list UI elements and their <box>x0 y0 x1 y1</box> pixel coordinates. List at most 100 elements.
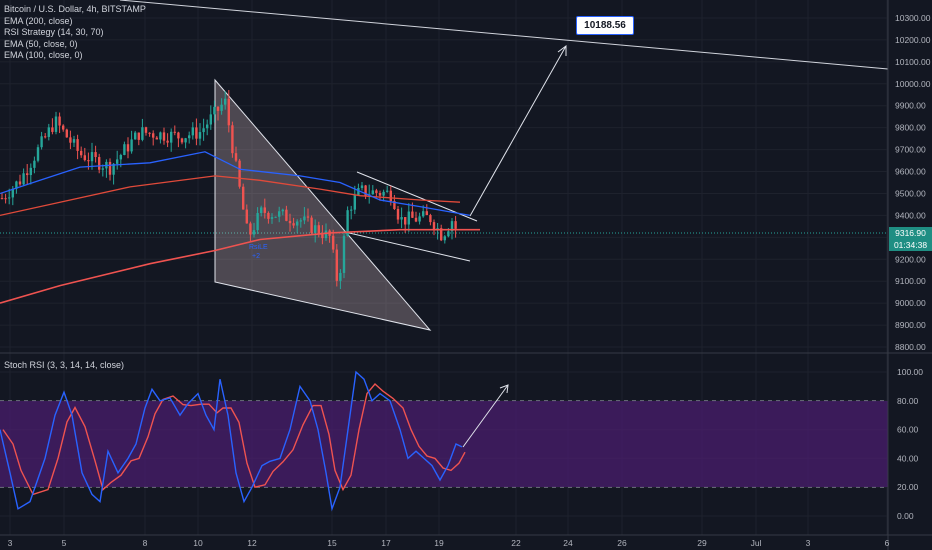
candle <box>105 159 108 178</box>
candle <box>357 183 360 196</box>
candle <box>368 184 371 204</box>
last-price-tag: 9316.90 <box>889 227 932 239</box>
candle <box>389 185 392 206</box>
candle <box>94 145 97 163</box>
rsi-arrow-head <box>499 384 509 394</box>
candle <box>44 133 47 139</box>
legend-ema50[interactable]: EMA (50, close, 0) <box>4 38 78 49</box>
time-tick-label: 15 <box>327 538 337 548</box>
channel-lower-line <box>344 231 471 262</box>
legend-rsi-strategy[interactable]: RSI Strategy (14, 30, 70) <box>4 27 104 37</box>
chart-legend: Bitcoin / U.S. Dollar, 4h, BITSTAMP EMA … <box>4 4 146 62</box>
candle <box>83 147 86 162</box>
legend-ema100[interactable]: EMA (100, close, 0) <box>4 50 83 60</box>
rsi-tick-label: 80.00 <box>897 396 919 406</box>
rsi-tick-label: 0.00 <box>897 511 914 521</box>
candle <box>166 133 169 148</box>
candle <box>141 118 144 142</box>
candle <box>65 128 68 138</box>
candle <box>440 224 443 242</box>
time-tick-label: 29 <box>697 538 707 548</box>
price-tick-label: 10000.00 <box>895 79 931 89</box>
candle <box>144 126 148 136</box>
legend-symbol[interactable]: Bitcoin / U.S. Dollar, 4h, BITSTAMP <box>4 4 146 14</box>
price-tick-label: 8800.00 <box>895 342 926 352</box>
candle <box>270 213 274 224</box>
stoch-rsi-d-line <box>2 382 466 496</box>
candle <box>90 142 94 170</box>
price-tick-label: 9100.00 <box>895 276 926 286</box>
candle <box>310 215 313 235</box>
candle <box>339 269 342 290</box>
breakout-arrow-head <box>557 45 567 56</box>
candle <box>288 213 292 232</box>
time-tick-label: 22 <box>511 538 521 548</box>
candle <box>299 218 302 228</box>
candle <box>69 130 72 150</box>
price-tick-label: 8900.00 <box>895 320 926 330</box>
trend-drawings <box>119 0 889 448</box>
candle <box>170 128 173 152</box>
time-tick-label: 8 <box>143 538 148 548</box>
candle <box>72 135 76 148</box>
candle <box>159 131 162 144</box>
candle <box>8 188 11 205</box>
candle <box>188 131 191 144</box>
ema-100-line <box>0 175 461 217</box>
candle <box>22 168 25 187</box>
legend-ema200[interactable]: EMA (200, close) <box>4 15 73 26</box>
rsi-tick-label: 40.00 <box>897 453 919 463</box>
candle <box>173 125 176 136</box>
candle <box>249 221 252 242</box>
time-tick-label: 24 <box>563 538 573 548</box>
candle <box>33 156 36 174</box>
candle <box>123 141 126 156</box>
price-target-callout[interactable]: 10188.56 <box>576 16 634 35</box>
stoch-rsi-lines <box>0 370 466 512</box>
time-tick-label: 26 <box>617 538 627 548</box>
candle <box>263 198 266 219</box>
falling-wedge-triangle <box>214 78 432 331</box>
rsi-tick-label: 60.00 <box>897 425 919 435</box>
price-tick-label: 9700.00 <box>895 145 926 155</box>
breakout-arrow <box>469 45 567 217</box>
price-tick-label: 9900.00 <box>895 101 926 111</box>
candle <box>378 190 382 201</box>
candle <box>414 211 418 223</box>
time-tick-label: 19 <box>434 538 444 548</box>
candle <box>116 150 119 170</box>
candle <box>180 137 184 145</box>
candle <box>364 184 367 200</box>
stoch-rsi-legend[interactable]: Stoch RSI (3, 3, 14, 14, close) <box>4 360 125 370</box>
price-tick-label: 9500.00 <box>895 188 926 198</box>
candle <box>342 230 346 279</box>
bar-countdown: 01:34:38 <box>889 239 932 251</box>
candle <box>425 204 428 216</box>
candle <box>429 213 432 226</box>
time-tick-label: 5 <box>62 538 67 548</box>
candle <box>216 106 220 121</box>
candle <box>47 123 50 141</box>
ema-50-line <box>0 151 471 217</box>
candle <box>227 90 230 133</box>
ema-lines <box>0 151 480 304</box>
price-tick-label: 9800.00 <box>895 123 926 133</box>
candle <box>382 189 385 202</box>
candle <box>155 136 158 140</box>
price-tick-label: 10300.00 <box>895 13 931 23</box>
candle <box>177 131 180 148</box>
candle <box>242 183 245 210</box>
candle <box>234 146 238 163</box>
candle <box>134 130 137 140</box>
candle <box>306 208 310 222</box>
candle <box>432 219 436 236</box>
ema-200-line <box>0 228 480 304</box>
candle <box>256 207 259 235</box>
candle <box>130 130 133 154</box>
candle <box>278 206 281 223</box>
time-tick-label: 12 <box>247 538 257 548</box>
candle <box>29 163 32 185</box>
rsi-arrow <box>462 384 509 448</box>
signal-label-rsile: RsiLE <box>249 244 268 251</box>
